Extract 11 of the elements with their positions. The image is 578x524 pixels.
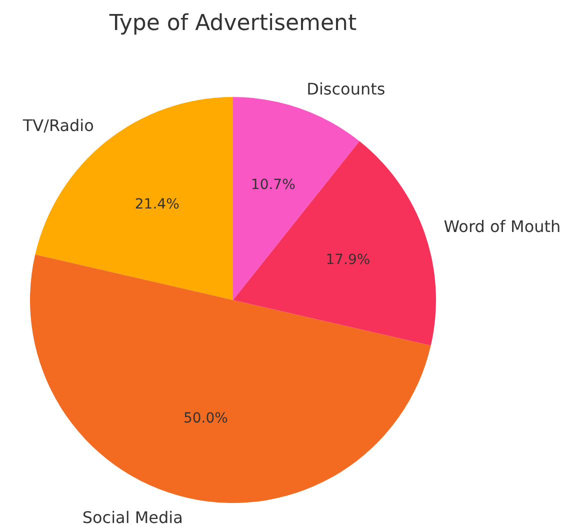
slice-label: Social Media — [82, 508, 183, 524]
slice-label: Word of Mouth — [444, 216, 561, 236]
pie-slice — [30, 254, 431, 503]
pie-slice — [233, 141, 436, 346]
slice-label: Discounts — [306, 80, 386, 99]
data-label: 10.7% — [250, 177, 296, 194]
data-label: 50.0% — [183, 410, 228, 427]
data-label: 21.4% — [134, 196, 180, 213]
data-label: 17.9% — [326, 252, 370, 268]
chart-title: Type of Advertisement — [108, 11, 357, 36]
slice-label: TV/Radio — [22, 116, 94, 135]
